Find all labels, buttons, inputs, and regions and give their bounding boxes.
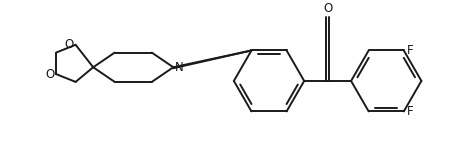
Text: F: F	[406, 105, 413, 118]
Text: O: O	[322, 2, 332, 16]
Text: F: F	[406, 44, 413, 57]
Text: N: N	[175, 61, 184, 74]
Text: O: O	[64, 38, 74, 51]
Text: O: O	[45, 68, 54, 81]
